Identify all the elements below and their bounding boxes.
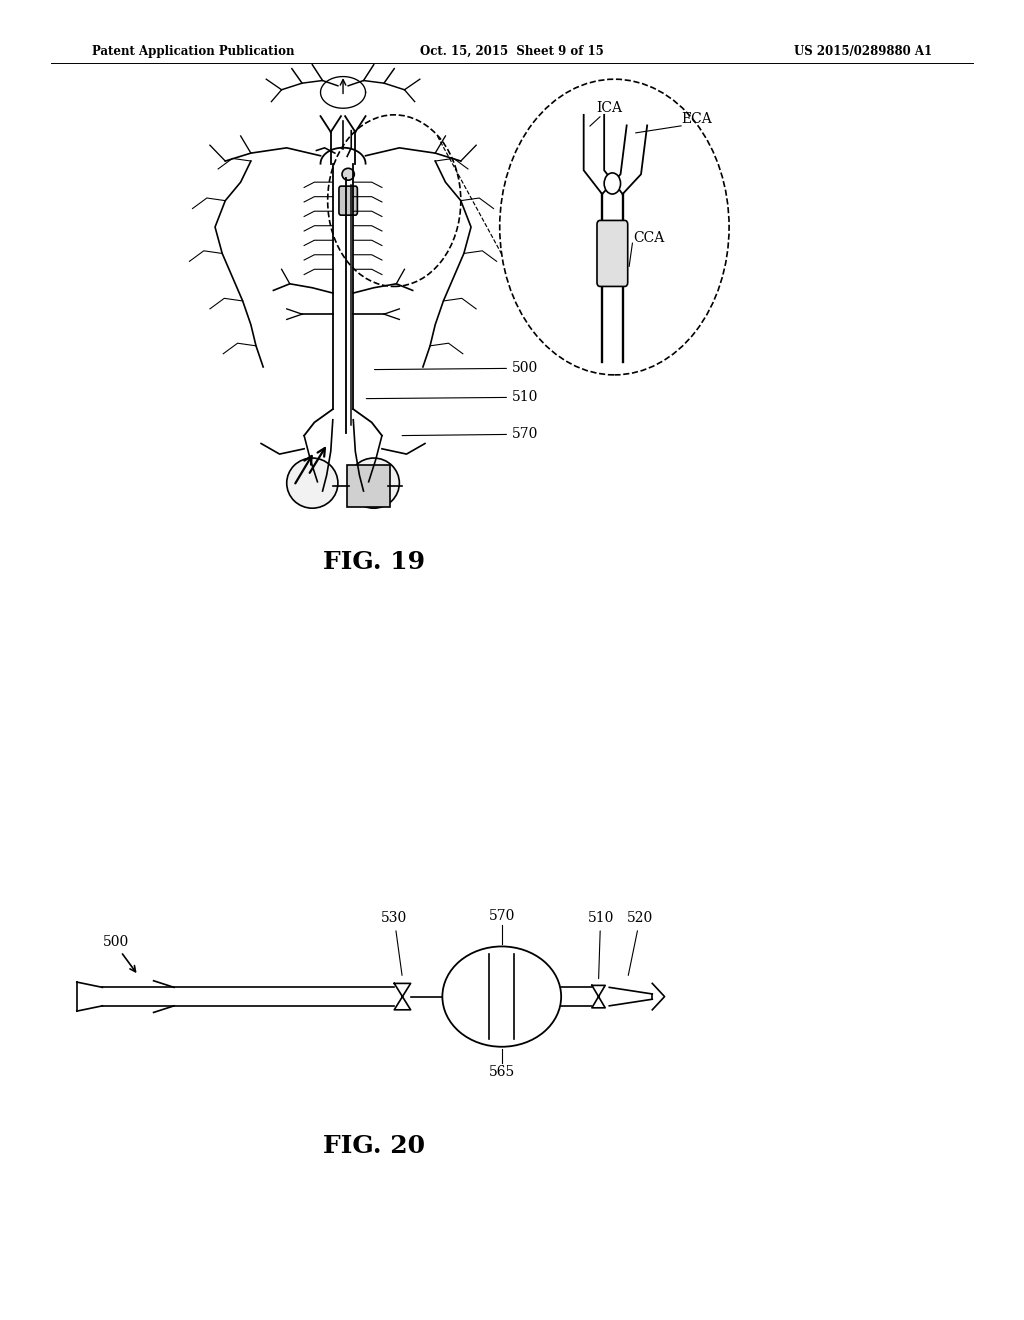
Text: 510: 510 <box>367 391 539 404</box>
Text: 510: 510 <box>588 911 613 978</box>
Ellipse shape <box>442 946 561 1047</box>
Text: 565: 565 <box>488 1065 515 1080</box>
Text: 570: 570 <box>402 428 539 441</box>
Text: 500: 500 <box>375 362 539 375</box>
Text: 570: 570 <box>488 908 515 923</box>
Text: Patent Application Publication: Patent Application Publication <box>92 45 295 58</box>
Text: 520: 520 <box>627 911 653 975</box>
Text: CCA: CCA <box>633 231 665 244</box>
Text: 530: 530 <box>381 911 408 975</box>
Text: ECA: ECA <box>681 112 712 125</box>
Text: FIG. 19: FIG. 19 <box>323 550 425 574</box>
Ellipse shape <box>348 458 399 508</box>
Text: US 2015/0289880 A1: US 2015/0289880 A1 <box>794 45 932 58</box>
Circle shape <box>500 79 729 375</box>
Text: ICA: ICA <box>596 102 623 115</box>
FancyBboxPatch shape <box>347 465 390 507</box>
Ellipse shape <box>342 168 354 181</box>
Polygon shape <box>394 983 411 1010</box>
Polygon shape <box>592 985 605 1008</box>
Ellipse shape <box>287 458 338 508</box>
FancyBboxPatch shape <box>597 220 628 286</box>
Text: FIG. 20: FIG. 20 <box>323 1134 425 1158</box>
FancyBboxPatch shape <box>339 186 357 215</box>
Text: 500: 500 <box>102 936 129 949</box>
Text: Oct. 15, 2015  Sheet 9 of 15: Oct. 15, 2015 Sheet 9 of 15 <box>420 45 604 58</box>
Circle shape <box>604 173 621 194</box>
